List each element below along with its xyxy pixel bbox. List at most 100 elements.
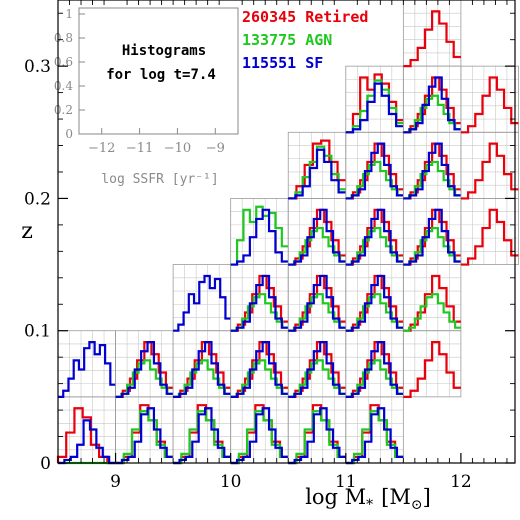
inset-x-tick-label: −10 — [164, 141, 191, 156]
x-axis-label-main: log M — [305, 485, 366, 509]
inset-title: Histograms for log t=7.4 — [106, 43, 216, 83]
x-tick-label: 11 — [335, 472, 357, 492]
histogram-sf — [345, 142, 404, 200]
histogram-agn — [230, 359, 289, 398]
y-axis-label: z — [21, 219, 33, 244]
histogram-sf — [288, 148, 346, 200]
histogram-agn — [403, 94, 461, 134]
legend-entry-retired: 260345 Retired — [242, 8, 368, 26]
histogram-agn — [403, 160, 461, 200]
histogram-agn — [115, 359, 174, 398]
histogram-sf — [345, 274, 404, 332]
histogram-cell — [172, 264, 232, 332]
histogram-cell — [230, 396, 289, 465]
x-tick-label: 9 — [110, 472, 121, 492]
inset-panel: −12 −11 −10 −9 0 0.2 0.4 0.6 0.8 1 — [54, 7, 239, 156]
histogram-agn — [345, 293, 404, 332]
histogram-sf — [403, 142, 461, 200]
inset-y-tick-label: 0.2 — [54, 103, 73, 117]
histogram-retired — [115, 404, 174, 465]
inset-y-tick-label: 0.6 — [54, 55, 73, 69]
histogram-cell — [345, 264, 404, 332]
inset-x-tick-label: −11 — [126, 141, 153, 156]
histogram-cell — [230, 330, 289, 398]
histogram-sf — [115, 340, 174, 398]
legend: 260345 Retired 133775 AGN 115551 SF — [242, 8, 368, 72]
histogram-agn — [230, 293, 289, 332]
histogram-sf — [58, 340, 116, 398]
histogram-sf — [173, 274, 231, 332]
histogram-cell — [115, 330, 174, 398]
histogram-retired — [460, 76, 519, 134]
histogram-agn — [345, 359, 404, 398]
inset-y-tick-label: 0.8 — [54, 31, 73, 45]
histogram-sf — [288, 208, 346, 266]
histogram-cell — [345, 198, 404, 266]
histogram-cells — [56, 0, 519, 465]
cell-border — [460, 131, 519, 199]
axes-frame — [57, 0, 516, 464]
cell-border — [402, 330, 462, 398]
histogram-agn — [288, 410, 346, 465]
histogram-cell — [287, 330, 347, 398]
histogram-agn — [345, 160, 404, 200]
histogram-cell — [402, 198, 462, 266]
histogram-sf — [230, 340, 289, 398]
histogram-cell — [402, 0, 462, 68]
histogram-sf — [288, 340, 346, 398]
histogram-cell — [402, 264, 462, 332]
histogram-retired — [345, 404, 404, 465]
histogram-cell — [460, 131, 519, 200]
histogram-agn — [173, 410, 231, 465]
histogram-agn — [403, 293, 461, 332]
histogram-agn — [345, 226, 404, 266]
legend-entry-sf: 115551 SF — [242, 54, 323, 72]
x-axis-unit-sub: ⊙ — [411, 497, 423, 513]
histogram-cell — [230, 264, 289, 332]
histogram-cell — [56, 396, 116, 465]
inset-y-tick-label: 1 — [65, 7, 73, 21]
cell-border — [230, 198, 289, 265]
histogram-retired — [230, 404, 289, 465]
cell-border — [460, 198, 519, 265]
histogram-sf — [288, 274, 346, 332]
histogram-cell — [345, 396, 404, 465]
histogram-cell — [287, 131, 347, 200]
x-axis-label-sub: * — [366, 497, 373, 513]
inset-title-line1: Histograms — [122, 43, 206, 59]
histogram-cell — [57, 330, 116, 398]
inset-frame — [78, 7, 239, 135]
histogram-agn — [288, 226, 346, 266]
x-tick-label: 10 — [220, 472, 242, 492]
histogram-retired — [403, 340, 461, 398]
inset-x-tick-label: −9 — [206, 141, 225, 156]
y-tick-label: 0 — [40, 454, 51, 474]
histogram-sf — [230, 208, 289, 266]
x-axis-unit-close: ] — [423, 485, 431, 509]
histogram-agn — [173, 359, 231, 398]
histogram-cell — [460, 198, 519, 266]
inset-title-line2: for log t=7.4 — [106, 67, 216, 83]
inset-y-tick-label: 0.4 — [54, 79, 73, 93]
histogram-cell — [402, 131, 462, 200]
histogram-agn — [288, 293, 346, 332]
y-tick-label: 0.3 — [24, 57, 51, 77]
histogram-cell — [287, 396, 347, 465]
legend-entry-agn: 133775 AGN — [242, 31, 332, 49]
histogram-cell — [172, 330, 232, 398]
histogram-sf — [230, 274, 289, 332]
histogram-cell — [402, 330, 462, 398]
histogram-agn — [230, 205, 289, 266]
histogram-agn — [345, 410, 404, 465]
histogram-cell — [345, 330, 404, 398]
x-axis-unit-open: [M — [381, 485, 411, 509]
histogram-sf — [345, 208, 404, 266]
histogram-sf — [345, 82, 404, 134]
histogram-sf — [403, 76, 461, 134]
histogram-cell — [115, 396, 174, 465]
histogram-retired — [460, 208, 519, 266]
inset-x-tick-label: −12 — [88, 141, 115, 156]
histogram-sf — [173, 340, 231, 398]
